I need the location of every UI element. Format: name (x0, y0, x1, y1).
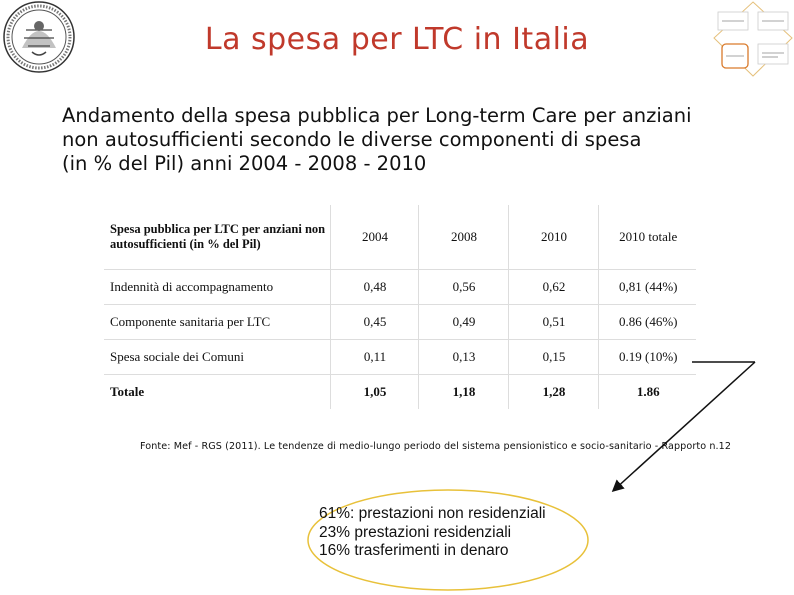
university-seal-logo (3, 1, 75, 73)
table-cell: 0,56 (418, 269, 509, 305)
table-cell: 0,48 (330, 269, 419, 305)
table-cell: 1,18 (418, 374, 509, 409)
table-cell: 0,49 (418, 304, 509, 340)
table-cell: 1,05 (330, 374, 419, 409)
column-header: 2010 (508, 205, 599, 270)
table-cell: 0.19 (10%) (598, 339, 696, 375)
table-cell: 0,11 (330, 339, 419, 375)
source-note: Fonte: Mef - RGS (2011). Le tendenze di … (140, 441, 732, 452)
table-cell: 0,13 (418, 339, 509, 375)
subtitle-line: Andamento della spesa pubblica per Long-… (62, 104, 692, 127)
subtitle-line: non autosufficienti secondo le diverse c… (62, 128, 642, 151)
table-cell: 1.86 (636, 384, 660, 399)
row-label: Totale (104, 374, 331, 409)
column-header: 2008 (418, 205, 509, 270)
table-cell: 0,51 (508, 304, 599, 340)
row-label: Spesa sociale dei Comuni (104, 339, 331, 375)
callout-line: 23% prestazioni residenziali (319, 523, 512, 541)
navigation-diagram-icon (713, 1, 793, 77)
table-total-row: Totale 1,05 1,18 1,28 1.86 (104, 374, 696, 409)
column-header: 2004 (330, 205, 419, 270)
table-cell: 0,45 (330, 304, 419, 340)
table-cell: 0,15 (508, 339, 599, 375)
column-header: 2010 totale (598, 205, 696, 270)
table-header-label: Spesa pubblica per LTC per anziani non a… (104, 205, 331, 270)
table-row: Componente sanitaria per LTC 0,45 0,49 0… (104, 304, 696, 340)
table-cell: 0,81 (44%) (598, 269, 696, 305)
callout-line: 16% trasferimenti in denaro (319, 542, 509, 559)
table-cell: 0,62 (508, 269, 599, 305)
table-cell: 1,28 (508, 374, 599, 409)
slide-subtitle: Andamento della spesa pubblica per Long-… (62, 104, 782, 176)
ltc-spending-table: Spesa pubblica per LTC per anziani non a… (104, 205, 696, 409)
table-cell: 0.86 (46%) (598, 304, 696, 340)
callout-line: 61%: prestazioni non residenziali (319, 505, 546, 522)
page-title: La spesa per LTC in Italia (204, 22, 590, 57)
table-row: Indennità di accompagnamento 0,48 0,56 0… (104, 269, 696, 305)
table-header-row: Spesa pubblica per LTC per anziani non a… (104, 205, 696, 270)
table-row: Spesa sociale dei Comuni 0,11 0,13 0,15 … (104, 339, 696, 375)
callout-text: 61%: prestazioni non residenziali 23% pr… (319, 505, 546, 561)
row-label: Indennità di accompagnamento (104, 269, 331, 305)
row-label: Componente sanitaria per LTC (104, 304, 331, 340)
subtitle-line: (in % del Pil) anni 2004 - 2008 - 2010 (62, 152, 427, 175)
